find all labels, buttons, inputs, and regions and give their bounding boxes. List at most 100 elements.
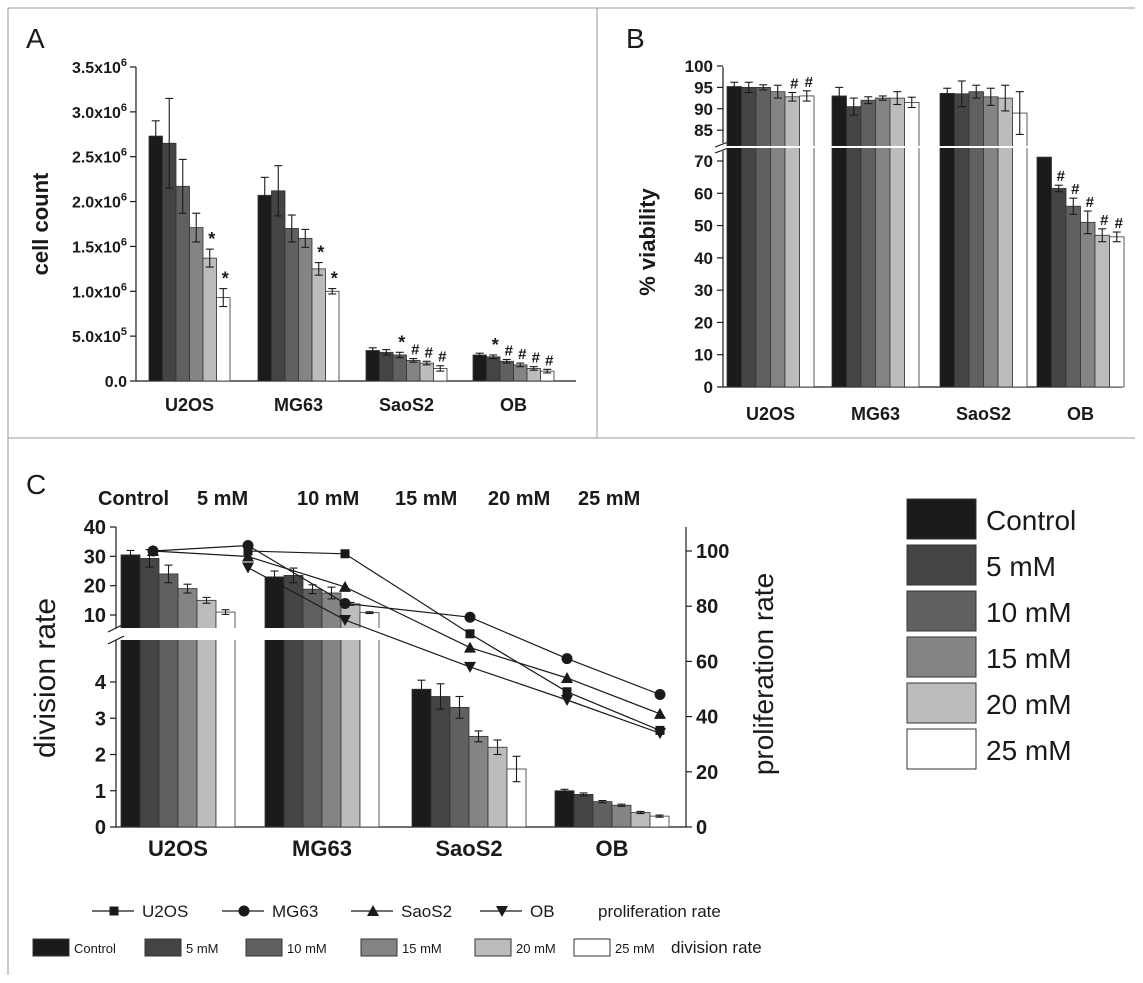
legend-label: 5 mM: [986, 551, 1056, 582]
bottom-legend-bar-swatch: [144, 938, 182, 957]
panel-c-proliferation-marker-saos2: [561, 671, 573, 683]
panel-c-proliferation-marker-mg63: [339, 597, 351, 609]
panel-c-top-label: 15 mM: [395, 488, 457, 510]
panel-c-proliferation-marker-saos2: [654, 707, 666, 719]
panel-b-bar: [1036, 156, 1052, 388]
panel-c-y-tick-label: 40: [84, 517, 106, 539]
bottom-legend-line-label: SaoS2: [401, 902, 452, 921]
bottom-legend-bar-label: 5 mM: [186, 941, 219, 956]
bottom-legend-bar-label: 10 mM: [287, 941, 327, 956]
panel-c-proliferation-marker-saos2: [242, 550, 254, 562]
panel-a-bar: [148, 135, 163, 382]
panel-c-division-bar: [283, 575, 304, 828]
panel-b-bar: [1012, 112, 1028, 388]
panel-b-bar: [954, 93, 970, 388]
panel-c-proliferation-marker-mg63: [561, 653, 573, 665]
bottom-legend-bar-label: 15 mM: [402, 941, 442, 956]
panel-a-significance-mark: #: [438, 349, 447, 366]
panel-b-bar: [997, 97, 1013, 388]
panel-c-division-bar: [120, 554, 141, 828]
legend-label: 20 mM: [986, 689, 1072, 720]
legend-label: 25 mM: [986, 735, 1072, 766]
panel-c-proliferation-marker-ob: [339, 615, 351, 626]
panel-c-proliferation-marker-saos2: [339, 580, 351, 592]
panel-c-division-bar: [177, 588, 198, 828]
legend-label: Control: [986, 505, 1076, 536]
panel-a-bar: [284, 228, 299, 382]
legend-swatch: [906, 544, 977, 586]
panel-b-y-tick-label: 20: [694, 313, 713, 332]
panel-c-y2-tick-label: 80: [696, 596, 718, 618]
panel-c-x-label-mg63: MG63: [292, 836, 352, 861]
panel-c-division-bar: [592, 801, 613, 828]
bottom-legend-line-label: U2OS: [142, 902, 188, 921]
panel-c-division-bar: [611, 804, 632, 828]
bottom-legend-bar-swatch: [32, 938, 70, 957]
panel-b-bar: [1065, 205, 1081, 388]
panel-c-axis-break-gap: [104, 628, 684, 640]
panel-b-y-axis-title: % viability: [635, 187, 660, 295]
panel-a-bar: [513, 364, 528, 382]
panel-b-y-tick-label: 40: [694, 249, 713, 268]
panel-c-proliferation-marker-u2os: [465, 629, 475, 639]
panel-c-proliferation-marker-mg63: [464, 611, 476, 623]
panel-c-y2-tick-label: 40: [696, 707, 718, 729]
panel-b-x-label-u2os: U2OS: [746, 404, 795, 424]
panel-letter-a: A: [26, 23, 45, 54]
panel-c-y2-axis-title: proliferation rate: [748, 573, 779, 775]
panel-a-significance-mark: *: [331, 269, 338, 289]
panel-a-significance-mark: *: [398, 332, 405, 352]
panel-a-y-tick-label: 1.0x106: [72, 281, 127, 301]
panel-a-bar: [392, 354, 407, 382]
panel-b-bar: [770, 91, 786, 388]
panel-c-proliferation-marker-ob: [242, 562, 254, 574]
panel-c-division-bar: [215, 611, 236, 828]
panel-a-x-label-mg63: MG63: [274, 395, 323, 415]
panel-letter-c: C: [26, 469, 46, 500]
bottom-legend-bar-label: 20 mM: [516, 941, 556, 956]
panel-letter-b: B: [626, 23, 645, 54]
panel-b-significance-mark: #: [1071, 181, 1080, 198]
legend-swatch: [906, 590, 977, 632]
panel-c-y2-tick-label: 0: [696, 817, 707, 839]
panel-c-proliferation-line-mg63: [152, 544, 661, 696]
panel-a-significance-mark: #: [518, 346, 527, 363]
panel-c-proliferation-marker-ob: [654, 728, 666, 740]
panel-a-bar: [365, 350, 380, 382]
panel-a-significance-mark: *: [222, 269, 229, 289]
panel-c-break-mark: [107, 623, 125, 633]
panel-a-bar: [257, 194, 272, 382]
panel-c-y-tick-label: 2: [95, 745, 106, 767]
panel-a-significance-mark: #: [505, 342, 514, 359]
panel-b-bar: [799, 95, 815, 388]
legend-swatch: [906, 682, 977, 724]
panel-c-division-bar: [158, 573, 179, 828]
panel-a-significance-mark: *: [208, 229, 215, 249]
panel-b-bar: [983, 96, 999, 388]
panel-c-proliferation-marker-saos2: [147, 545, 159, 556]
panel-a-y-axis-title: cell count: [28, 172, 53, 275]
panel-c-x-label-saos2: SaoS2: [435, 836, 502, 861]
panel-b-bar: [741, 86, 757, 388]
panel-a-bar: [216, 297, 231, 382]
panel-c-top-label: 25 mM: [578, 488, 640, 510]
panel-b-y-tick-label: 30: [694, 281, 713, 300]
panel-c-y2-tick-label: 60: [696, 651, 718, 673]
panel-b-bar: [1109, 236, 1125, 388]
panel-c-division-bar: [430, 696, 451, 828]
bottom-legend-marker: [367, 905, 379, 916]
panel-c-y2-tick-label: 100: [696, 541, 729, 563]
panel-c-y-tick-label: 30: [84, 546, 106, 568]
panel-a-y-tick-label: 2.5x106: [72, 147, 127, 167]
panel-c-y-tick-label: 10: [84, 605, 106, 627]
panel-b-significance-mark: #: [1057, 168, 1066, 185]
panel-b-y-tick-label: 70: [694, 152, 713, 171]
panel-c-division-bar: [630, 812, 651, 828]
panel-c-proliferation-line-saos2: [152, 550, 661, 715]
panel-c-division-bar: [554, 790, 575, 828]
panel-c-y-tick-label: 3: [95, 708, 106, 730]
panel-b-bar: [860, 99, 876, 388]
panel-c-y-tick-label: 0: [95, 817, 106, 839]
legend-label: 10 mM: [986, 597, 1072, 628]
